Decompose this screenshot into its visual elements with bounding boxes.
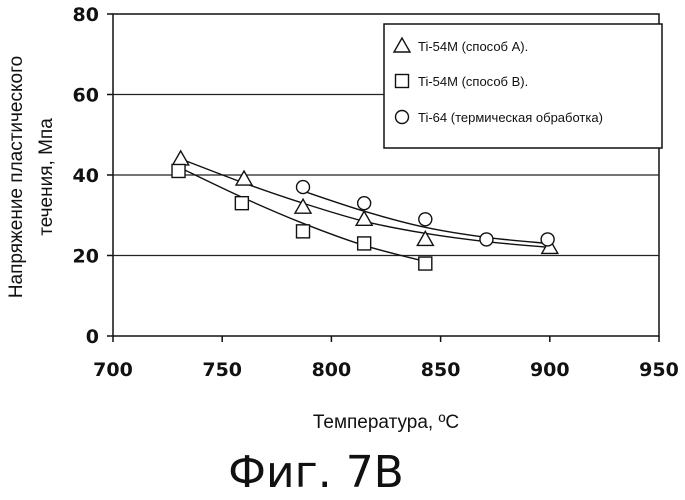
point-circle	[297, 181, 310, 194]
y-axis-title-line-2: течения, Мпа	[36, 118, 57, 236]
legend-label: Ti-54M (способ А).	[418, 39, 528, 54]
figure-caption: Фиг. 7В	[228, 447, 404, 498]
y-tick-label: 80	[73, 4, 99, 26]
point-triangle	[236, 171, 252, 185]
x-tick-label: 850	[421, 359, 461, 381]
x-tick-label: 750	[202, 359, 242, 381]
point-square	[419, 257, 432, 270]
y-axis-ticks: 0 20 40 60 80	[73, 4, 113, 348]
y-tick-label: 60	[73, 85, 99, 107]
point-triangle	[417, 231, 433, 245]
point-triangle	[173, 151, 189, 165]
point-circle	[480, 233, 493, 246]
point-circle	[358, 197, 371, 210]
x-tick-label: 700	[93, 359, 133, 381]
y-tick-label: 0	[86, 326, 99, 348]
point-square	[358, 237, 371, 250]
x-tick-label: 950	[639, 359, 679, 381]
x-tick-label: 900	[530, 359, 570, 381]
x-axis-title: Температура, ºС	[313, 412, 459, 433]
point-circle	[419, 213, 432, 226]
y-axis-title-line-1: Напряжение пластического	[6, 56, 27, 298]
legend-label: Ti-64 (термическая обработка)	[418, 110, 603, 125]
x-axis-ticks: 700 750 800 850 900 950	[93, 336, 679, 381]
data-markers	[172, 151, 558, 270]
legend: Ti-54M (способ А). Ti-54M (способ В). Ti-6…	[384, 24, 662, 148]
x-tick-label: 800	[312, 359, 352, 381]
legend-marker-square	[396, 75, 409, 88]
point-circle	[541, 233, 554, 246]
point-square	[235, 197, 248, 210]
y-tick-label: 20	[73, 246, 99, 268]
point-square	[172, 164, 185, 177]
legend-label: Ti-54M (способ В).	[418, 74, 528, 89]
legend-marker-circle	[396, 111, 409, 124]
y-tick-label: 40	[73, 165, 99, 187]
point-square	[297, 225, 310, 238]
